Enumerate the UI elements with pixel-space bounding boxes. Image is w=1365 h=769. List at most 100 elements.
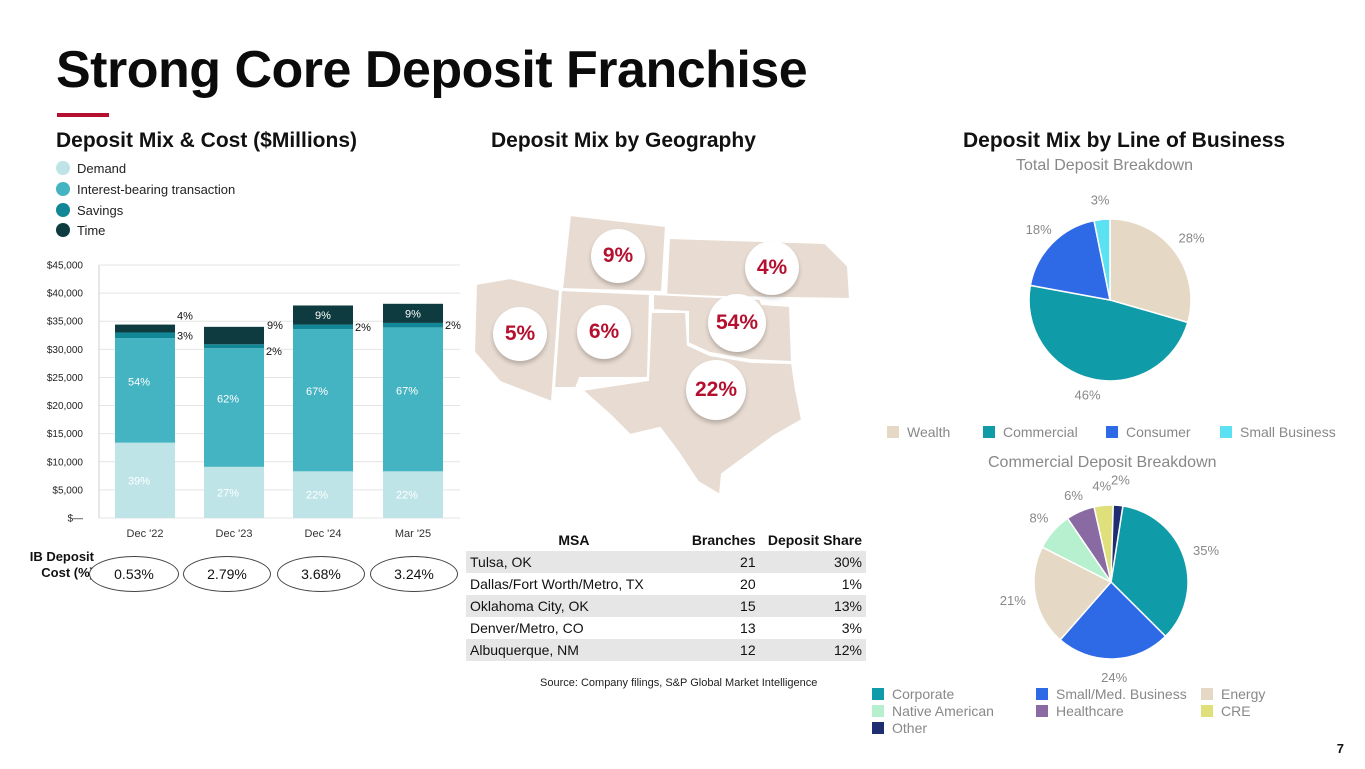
commercial-deposit-pie: 35% 24% 21% 8% 6% 4% 2% xyxy=(1000,472,1220,684)
data-label: 67% xyxy=(306,386,328,398)
total-deposit-pie: 28% 46% 18% 3% xyxy=(1026,193,1205,403)
legend-swatch-healthcare xyxy=(1036,705,1048,717)
ib-cost-dec23: 2.79% xyxy=(183,556,271,592)
source-note: Source: Company filings, S&P Global Mark… xyxy=(540,677,818,689)
ib-label-line2: Cost (%) xyxy=(41,565,94,580)
share-cell: 12% xyxy=(759,639,866,661)
bar-interest-bearing-transaction xyxy=(115,338,175,443)
data-label: 27% xyxy=(217,487,239,499)
branches-cell: 12 xyxy=(681,639,760,661)
data-label: 2% xyxy=(445,320,461,332)
share-cell: 30% xyxy=(759,551,866,573)
legend-label: Demand xyxy=(77,160,127,176)
data-label: 4% xyxy=(177,311,193,323)
y-tick-label: $— xyxy=(67,514,83,525)
legend-label: Commercial xyxy=(1003,424,1078,440)
branches-cell: 21 xyxy=(681,551,760,573)
deposit-mix-bar-chart: $— $5,000 $10,000 $15,000 $20,000 $25,000 $30,… xyxy=(47,261,461,541)
ib-deposit-cost-label: IB Deposit Cost (%) xyxy=(28,549,94,581)
y-tick-label: $15,000 xyxy=(47,429,84,440)
page-number: 7 xyxy=(1336,741,1344,756)
bar-interest-bearing-transaction xyxy=(204,348,264,467)
ib-cost-dec24: 3.68% xyxy=(277,556,365,592)
title-underline xyxy=(57,113,109,117)
deposit-share-col-header: Deposit Share xyxy=(767,532,862,548)
legend-swatch-wealth xyxy=(887,426,899,438)
table-row: Albuquerque, NM 12 12% xyxy=(466,639,866,661)
pie-slice-small-med-business xyxy=(1059,580,1167,660)
legend-label: Wealth xyxy=(907,424,951,440)
data-label: 22% xyxy=(396,490,418,502)
legend-label: Small/Med. Business xyxy=(1056,686,1187,702)
legend-swatch-other xyxy=(872,722,884,734)
legend-label: Small Business xyxy=(1240,424,1336,440)
data-label: 9% xyxy=(267,320,283,332)
bar-time xyxy=(383,303,443,323)
bar-demand xyxy=(293,471,353,518)
pie-slice-wealth xyxy=(1109,218,1192,324)
geo-bubble-colorado: 9% xyxy=(591,229,645,283)
branches-col-header: Branches xyxy=(691,532,756,548)
data-label: 22% xyxy=(306,490,328,502)
bar-time xyxy=(204,326,264,345)
pie-label: 28% xyxy=(1178,231,1204,246)
legend-swatch-consumer xyxy=(1106,426,1118,438)
pie-label: 8% xyxy=(1030,511,1049,526)
legend-energy: Energy xyxy=(1201,686,1265,702)
x-tick-label: Dec '24 xyxy=(305,528,342,540)
table-row: Oklahoma City, OK 15 13% xyxy=(466,595,866,617)
ib-cost-mar25: 3.24% xyxy=(370,556,458,592)
page-title: Strong Core Deposit Franchise xyxy=(56,41,808,99)
data-label: 9% xyxy=(315,310,331,322)
legend-swatch-energy xyxy=(1201,688,1213,700)
data-label: 39% xyxy=(128,475,150,487)
pie-slice-energy xyxy=(1033,546,1113,641)
legend-healthcare: Healthcare xyxy=(1036,703,1124,719)
data-label: 67% xyxy=(396,385,418,397)
branches-cell: 15 xyxy=(681,595,760,617)
geo-bubble-oklahoma: 54% xyxy=(708,294,766,352)
legend-swatch-small-med xyxy=(1036,688,1048,700)
y-tick-label: $10,000 xyxy=(47,457,84,468)
legend-swatch-commercial xyxy=(983,426,995,438)
share-cell: 1% xyxy=(841,576,862,592)
legend-label: Energy xyxy=(1221,686,1266,702)
pie-slice-consumer xyxy=(1029,219,1111,301)
legend-corporate: Corporate xyxy=(872,686,954,702)
pie-label: 46% xyxy=(1074,387,1100,402)
legend-dot-time xyxy=(56,223,70,237)
geo-bubble-kansas: 4% xyxy=(745,241,799,295)
legend-dot-demand xyxy=(56,161,70,175)
legend-small-med-business: Small/Med. Business xyxy=(1036,686,1187,702)
ib-cost-dec22: 0.53% xyxy=(89,556,179,592)
table-row: Tulsa, OK 21 30% xyxy=(466,551,866,573)
legend-swatch-corporate xyxy=(872,688,884,700)
bar-savings xyxy=(383,322,443,328)
legend-label: Interest-bearing transaction xyxy=(77,181,236,197)
x-tick-label: Dec '22 xyxy=(127,528,164,540)
legend-label: Corporate xyxy=(892,686,955,702)
legend-swatch-native-american xyxy=(872,705,884,717)
pie-label: 21% xyxy=(1000,593,1026,608)
branches-cell: 20 xyxy=(740,576,756,592)
pie-label: 4% xyxy=(1092,478,1111,493)
legend-dot-savings xyxy=(56,203,70,217)
geography-heading: Deposit Mix by Geography xyxy=(491,129,756,152)
pie-label: 2% xyxy=(1111,472,1130,487)
legend-savings: Savings xyxy=(56,201,123,219)
legend-commercial: Commercial xyxy=(983,424,1078,440)
legend-swatch-small-business xyxy=(1220,426,1232,438)
legend-label: Healthcare xyxy=(1056,703,1124,719)
legend-cre: CRE xyxy=(1201,703,1251,719)
legend-ib-transaction: Interest-bearing transaction xyxy=(56,180,235,198)
x-tick-label: Dec '23 xyxy=(216,528,253,540)
y-tick-label: $5,000 xyxy=(52,485,83,496)
data-label: 2% xyxy=(355,322,371,334)
msa-cell: Tulsa, OK xyxy=(466,551,682,573)
legend-label: Native American xyxy=(892,703,994,719)
bar-interest-bearing-transaction xyxy=(383,327,443,472)
pie-label: 18% xyxy=(1026,222,1052,237)
y-tick-label: $40,000 xyxy=(47,289,84,300)
geo-bubble-arizona: 5% xyxy=(493,307,547,361)
pie-label: 3% xyxy=(1091,193,1110,208)
